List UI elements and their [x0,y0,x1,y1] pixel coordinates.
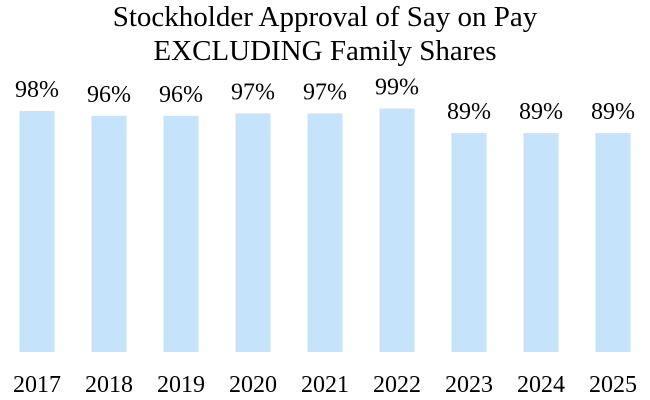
x-tick-labels-group: 2017 2018 2019 2020 2021 2022 2023 2024 2025 [13,372,637,398]
x-tick-label-2020: 2020 [229,372,277,398]
x-tick-label-2021: 2021 [301,372,349,398]
x-tick-label-2025: 2025 [589,372,637,398]
bar-2021 [307,113,343,353]
bars-group [19,108,631,353]
x-tick-label-2017: 2017 [13,372,61,398]
value-label-2025: 89% [591,99,635,125]
bar-2025 [595,133,631,352]
bar-2024 [523,133,559,352]
x-tick-label-2018: 2018 [85,372,133,398]
value-label-2022: 99% [375,75,419,101]
value-label-2019: 96% [159,82,203,108]
value-label-2018: 96% [87,82,131,108]
x-tick-label-2023: 2023 [445,372,493,398]
bar-2020 [235,113,271,353]
x-tick-label-2022: 2022 [373,372,421,398]
value-label-2017: 98% [15,77,59,103]
x-tick-label-2024: 2024 [517,372,565,398]
bar-2019 [163,115,199,352]
value-label-2023: 89% [447,99,491,125]
x-tick-label-2019: 2019 [157,372,205,398]
chart-title-line-1: Stockholder Approval of Say on Pay [112,1,538,33]
bar-2023 [451,133,487,352]
bar-2022 [379,108,415,352]
bar-2018 [91,115,127,352]
value-labels-group: 98% 96% 96% 97% 97% 99% 89% 89% 89% [15,75,635,126]
value-label-2024: 89% [519,99,563,125]
bar-2017 [19,110,55,353]
chart-title-line-2: EXCLUDING Family Shares [153,35,497,67]
value-label-2021: 97% [303,79,347,105]
value-label-2020: 97% [231,79,275,105]
